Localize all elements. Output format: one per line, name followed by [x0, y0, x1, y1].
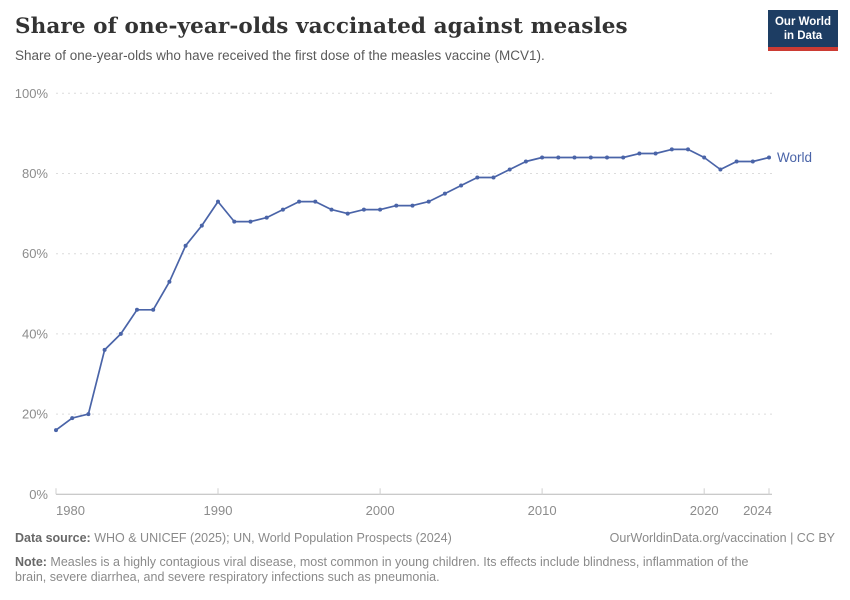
data-point: [588, 155, 593, 160]
data-point: [167, 279, 172, 284]
data-point: [734, 159, 739, 164]
data-point: [702, 155, 707, 160]
world-line: [55, 148, 770, 431]
x-axis-tick-label: 1990: [204, 503, 233, 518]
data-point: [183, 243, 188, 248]
data-point: [70, 416, 75, 421]
data-point: [232, 219, 237, 224]
data-point: [669, 147, 674, 152]
data-point: [767, 155, 771, 160]
owid-logo-line2: in Data: [783, 30, 823, 42]
note-text: Measles is a highly contagious viral dis…: [15, 554, 749, 585]
data-point: [523, 159, 528, 164]
source-row: Data source: WHO & UNICEF (2025); UN, Wo…: [15, 531, 835, 547]
data-point: [491, 175, 496, 180]
data-point: [118, 331, 123, 336]
x-axis-tick-label: 1980: [56, 503, 85, 518]
data-point: [135, 307, 139, 312]
series-end-label: World: [777, 150, 812, 165]
data-point: [750, 159, 755, 164]
data-point: [621, 155, 626, 160]
data-source-value: WHO & UNICEF (2025); UN, World Populatio…: [90, 531, 452, 545]
chart-footer: Data source: WHO & UNICEF (2025); UN, Wo…: [15, 531, 835, 586]
data-point: [426, 199, 431, 204]
data-point: [248, 219, 253, 224]
chart-note: Note: Measles is a highly contagious vir…: [15, 555, 752, 586]
x-axis-tick-label: 2000: [366, 503, 395, 518]
data-point: [475, 175, 480, 180]
data-point: [329, 207, 334, 212]
data-point: [507, 167, 512, 172]
y-axis-tick-label: 40%: [22, 326, 48, 341]
y-axis-tick-label: 60%: [22, 246, 48, 261]
data-point: [378, 207, 383, 212]
data-point: [86, 412, 91, 417]
y-axis-tick-label: 80%: [22, 166, 48, 181]
y-axis-tick-label: 20%: [22, 407, 48, 422]
chart-header: Share of one-year-olds vaccinated agains…: [15, 14, 755, 63]
data-point: [442, 191, 447, 196]
data-point: [54, 428, 58, 433]
data-point: [280, 207, 285, 212]
data-point: [556, 155, 561, 160]
data-point: [216, 199, 220, 204]
page-title: Share of one-year-olds vaccinated agains…: [15, 14, 628, 39]
data-point: [394, 203, 399, 208]
page-subtitle: Share of one-year-olds who have received…: [15, 48, 545, 63]
data-point: [264, 215, 269, 220]
data-point: [718, 167, 723, 172]
data-point: [605, 155, 609, 160]
data-point: [637, 151, 642, 156]
data-point: [540, 155, 545, 160]
note-label: Note:: [15, 554, 47, 569]
x-axis-tick-label: 2020: [690, 503, 719, 518]
data-point: [151, 307, 156, 312]
y-axis-tick-label: 0%: [29, 487, 48, 502]
data-point: [297, 199, 302, 204]
data-point: [102, 347, 107, 352]
data-point: [199, 223, 204, 228]
data-point: [361, 207, 366, 212]
data-source-text: Data source: WHO & UNICEF (2025); UN, Wo…: [15, 531, 452, 547]
owid-url-link[interactable]: OurWorldinData.org/vaccination: [609, 531, 787, 545]
owid-logo[interactable]: Our World in Data: [768, 10, 838, 51]
data-point: [459, 183, 464, 188]
license-label: CC BY: [796, 531, 835, 545]
data-point: [686, 147, 690, 152]
footer-links: OurWorldinData.org/vaccination | CC BY: [610, 531, 835, 547]
data-point: [410, 203, 415, 208]
data-point: [345, 211, 350, 216]
data-point: [572, 155, 577, 160]
x-axis-tick-label: 2010: [528, 503, 557, 518]
data-source-label: Data source:: [15, 531, 91, 545]
x-axis-tick-label: 2024: [743, 503, 772, 518]
owid-logo-line1: Our World: [774, 16, 831, 28]
data-point: [653, 151, 658, 156]
footer-divider: |: [786, 531, 797, 545]
y-axis-tick-label: 100%: [15, 86, 49, 101]
data-point: [313, 199, 318, 204]
